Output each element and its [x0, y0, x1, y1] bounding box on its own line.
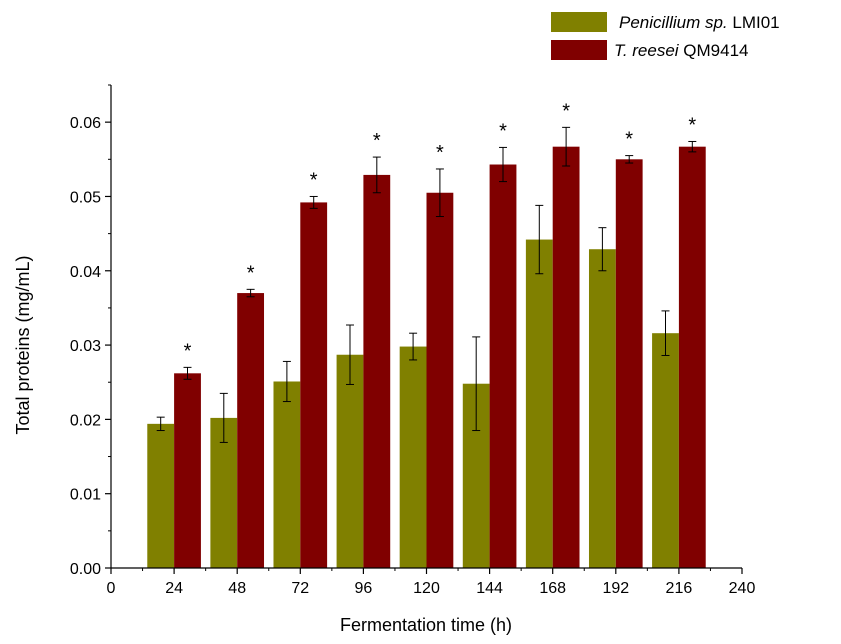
legend-label-penicillium: Penicillium sp. LMI01 [619, 13, 780, 32]
significance-star: * [247, 262, 255, 284]
x-ticks: 0 24 48 72 96 120 144 168 192 216 240 [107, 568, 756, 597]
bar-penicillium [399, 346, 427, 568]
bars-layer [147, 146, 706, 569]
bar-t-reesei [678, 146, 706, 568]
y-tick-label: 0.00 [70, 561, 101, 578]
x-axis-title: Fermentation time (h) [340, 615, 512, 635]
significance-star: * [310, 169, 318, 191]
significance-star: * [373, 130, 381, 152]
y-tick-label: 0.06 [70, 115, 101, 132]
bar-t-reesei [237, 293, 265, 568]
y-tick-label: 0.01 [70, 487, 101, 504]
x-tick-label: 48 [228, 580, 246, 597]
bar-t-reesei [552, 146, 580, 568]
significance-markers-layer: * * * * * * * * * [184, 100, 697, 362]
x-tick-label: 24 [165, 580, 183, 597]
legend-label-t-reesei: T. reesei QM9414 [614, 41, 749, 60]
significance-star: * [625, 129, 633, 151]
x-tick-label: 240 [729, 580, 756, 597]
significance-star: * [184, 340, 192, 362]
bar-t-reesei [489, 164, 517, 569]
x-tick-label: 120 [413, 580, 440, 597]
legend-swatch-penicillium [551, 12, 607, 32]
significance-star: * [499, 120, 507, 142]
y-tick-label: 0.03 [70, 338, 101, 355]
y-tick-label: 0.02 [70, 412, 101, 429]
bar-penicillium [336, 354, 364, 568]
x-tick-label: 144 [476, 580, 503, 597]
x-tick-label: 168 [539, 580, 566, 597]
x-tick-label: 192 [602, 580, 629, 597]
significance-star: * [562, 100, 570, 122]
y-tick-label: 0.04 [70, 264, 101, 281]
x-tick-label: 0 [107, 580, 116, 597]
x-tick-label: 96 [355, 580, 373, 597]
bar-penicillium [147, 423, 175, 568]
bar-penicillium [525, 239, 553, 568]
x-tick-label: 72 [291, 580, 309, 597]
bar-t-reesei [426, 192, 454, 568]
error-bars-layer [156, 126, 697, 443]
y-axis-title: Total proteins (mg/mL) [13, 255, 33, 434]
bar-t-reesei [363, 174, 391, 569]
significance-star: * [688, 114, 696, 136]
bar-t-reesei [174, 373, 201, 568]
legend: Penicillium sp. LMI01 T. reesei QM9414 [551, 12, 780, 60]
legend-swatch-t-reesei [551, 40, 607, 60]
bar-t-reesei [300, 202, 328, 568]
significance-star: * [436, 142, 444, 164]
bar-penicillium [652, 333, 679, 568]
bar-penicillium [588, 249, 616, 568]
bar-t-reesei [615, 159, 643, 569]
y-tick-label: 0.05 [70, 189, 101, 206]
bar-penicillium [273, 381, 301, 568]
y-ticks: 0.00 0.01 0.02 0.03 0.04 0.05 0.06 [70, 84, 111, 578]
x-tick-label: 216 [666, 580, 693, 597]
